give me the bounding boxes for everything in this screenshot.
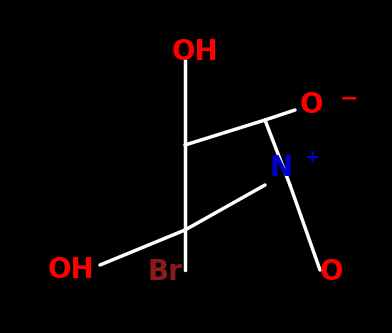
Text: Br: Br <box>148 258 183 286</box>
Text: +: + <box>304 149 319 167</box>
Text: OH: OH <box>172 38 218 66</box>
Text: −: − <box>340 88 359 108</box>
Text: O: O <box>300 91 323 119</box>
Text: N: N <box>270 154 293 182</box>
Text: OH: OH <box>48 256 94 284</box>
Text: O: O <box>320 258 343 286</box>
